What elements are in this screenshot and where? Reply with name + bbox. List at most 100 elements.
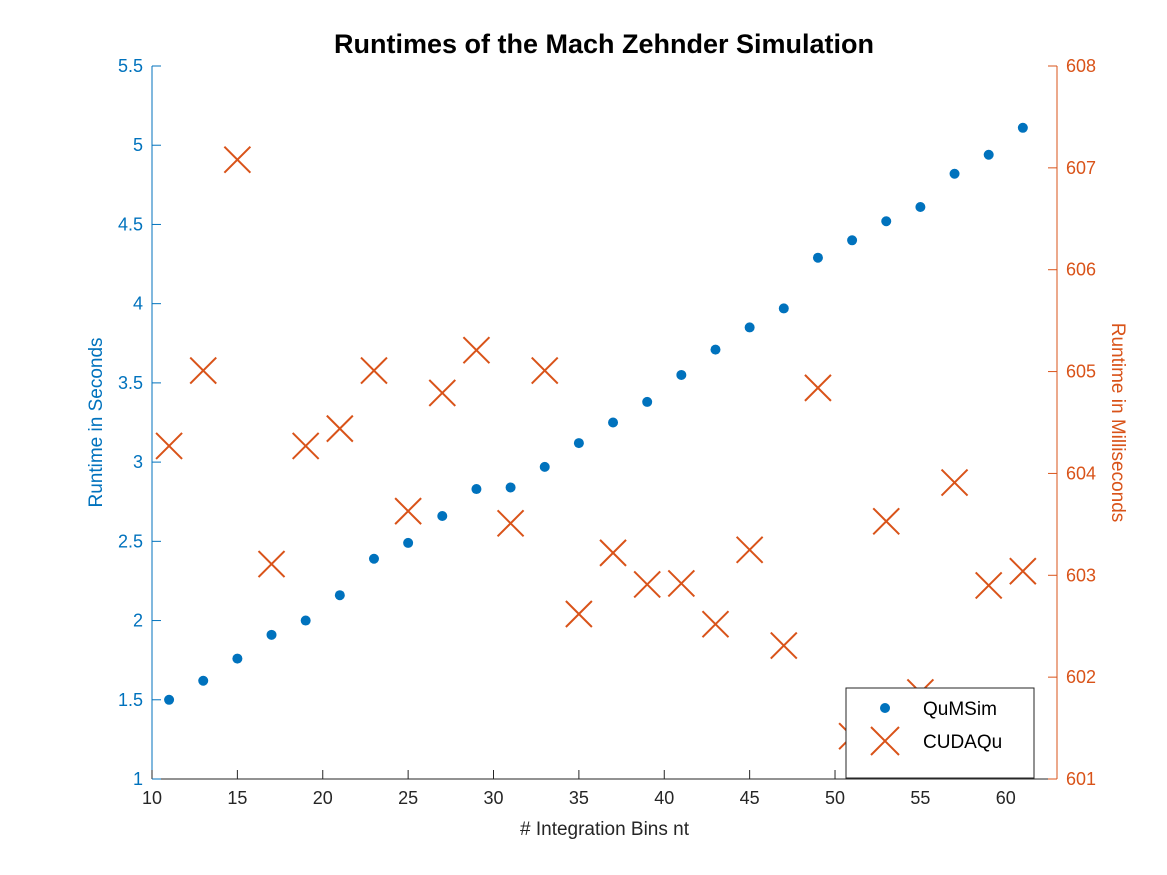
x-tick-label: 10 (142, 788, 162, 808)
legend: QuMSim CUDAQu (845, 687, 1035, 779)
cudaqu-point (155, 432, 183, 460)
cudaqu-point-stroke (770, 631, 798, 660)
right-y-tick-label: 601 (1066, 769, 1096, 789)
left-y-axis-label: Runtime in Seconds (86, 337, 107, 507)
cudaqu-point (326, 414, 354, 443)
qumsim-point (573, 438, 584, 449)
left-y-tick-label: 3.5 (118, 373, 143, 393)
cudaqu-point-stroke (974, 571, 1003, 600)
qumsim-point (164, 694, 175, 705)
x-tick-label: 45 (740, 788, 760, 808)
cudaqu-point (531, 356, 559, 385)
right-y-tick-label: 604 (1066, 463, 1096, 483)
cudaqu-point (940, 468, 969, 497)
legend-cudaqu-label: CUDAQu (923, 732, 1002, 753)
qumsim-point (1017, 122, 1028, 133)
right-y-tick-label: 607 (1066, 158, 1096, 178)
cudaqu-point (1009, 557, 1037, 585)
x-tick-label: 20 (313, 788, 333, 808)
cudaqu-point-stroke (940, 468, 969, 497)
qumsim-point (847, 235, 858, 246)
cudaqu-point (599, 539, 627, 567)
cudaqu-point-stroke (804, 374, 832, 402)
left-y-tick-label: 4.5 (118, 214, 143, 234)
left-y-tick-label: 2 (133, 611, 143, 631)
cudaqu-point (360, 356, 388, 385)
cudaqu-point-stroke (428, 379, 456, 407)
qumsim-point (608, 417, 619, 428)
right-y-tick-label: 602 (1066, 667, 1096, 687)
cudaqu-point (872, 507, 900, 536)
qumsim-point (676, 369, 687, 380)
cudaqu-point-stroke (155, 432, 183, 460)
cudaqu-point-stroke (599, 539, 627, 567)
qumsim-point (744, 322, 755, 333)
cudaqu-point-stroke (1009, 557, 1037, 585)
cudaqu-point-stroke (291, 432, 320, 460)
cudaqu-point-stroke (496, 509, 525, 538)
qumsim-point (266, 629, 277, 640)
qumsim-point (437, 510, 448, 521)
legend-cudaqu-marker (870, 726, 900, 756)
cudaqu-point-stroke (531, 356, 559, 385)
qumsim-point (471, 484, 482, 495)
cudaqu-point (565, 600, 593, 628)
cudaqu-point (770, 631, 798, 660)
qumsim-point (198, 675, 209, 686)
cudaqu-point (701, 610, 730, 638)
qumsim-point (881, 216, 892, 227)
left-y-tick-label: 1 (133, 769, 143, 789)
cudaqu-point (633, 570, 661, 599)
cudaqu-point-stroke (735, 536, 764, 564)
cudaqu-point (189, 356, 217, 385)
right-y-tick-label: 603 (1066, 565, 1096, 585)
legend-qumsim-marker (880, 703, 890, 713)
cudaqu-point-stroke (394, 497, 422, 525)
x-tick-label: 55 (910, 788, 930, 808)
right-y-tick-label: 606 (1066, 260, 1096, 280)
x-tick-label: 25 (398, 788, 418, 808)
cudaqu-point-stroke (223, 146, 252, 174)
series-qumsim (164, 122, 1028, 705)
qumsim-point (368, 553, 379, 564)
x-tick-label: 35 (569, 788, 589, 808)
cudaqu-point (223, 146, 252, 174)
cudaqu-point-stroke (189, 356, 217, 385)
cudaqu-point (804, 374, 832, 402)
x-tick-label: 60 (996, 788, 1016, 808)
x-tick-label: 15 (227, 788, 247, 808)
qumsim-point (778, 303, 789, 314)
left-y-tick-label: 5 (133, 135, 143, 155)
cudaqu-point-stroke (701, 610, 730, 638)
right-y-tick-label: 605 (1066, 362, 1096, 382)
cudaqu-point-stroke (565, 600, 593, 628)
left-y-tick-label: 2.5 (118, 531, 143, 551)
axes: 10 15 20 25 30 35 40 45 50 55 6011.522.533.544.555… (86, 56, 1128, 840)
qumsim-point (505, 482, 516, 493)
cudaqu-point (428, 379, 456, 407)
qumsim-point (812, 252, 823, 263)
qumsim-point (539, 461, 550, 472)
cudaqu-point (291, 432, 320, 460)
cudaqu-point (257, 550, 286, 578)
left-y-tick-label: 3 (133, 452, 143, 472)
left-y-tick-label: 5.5 (118, 56, 143, 76)
qumsim-point (300, 615, 311, 626)
cudaqu-point-stroke (872, 507, 900, 536)
cudaqu-point-stroke (257, 550, 286, 578)
qumsim-point (710, 344, 721, 355)
qumsim-point (949, 168, 960, 179)
x-axis-label: # Integration Bins nt (520, 819, 690, 840)
cudaqu-point-stroke (326, 414, 354, 443)
left-y-tick-label: 4 (133, 294, 143, 314)
cudaqu-point (394, 497, 422, 525)
cudaqu-point (974, 571, 1003, 600)
qumsim-point (334, 590, 345, 601)
right-y-axis-label: Runtime in Milliseconds (1107, 323, 1128, 523)
cudaqu-point (496, 509, 525, 538)
cudaqu-point-stroke (462, 336, 491, 364)
cudaqu-point (462, 336, 491, 364)
x-tick-label: 30 (483, 788, 503, 808)
cudaqu-point-stroke (360, 356, 388, 385)
